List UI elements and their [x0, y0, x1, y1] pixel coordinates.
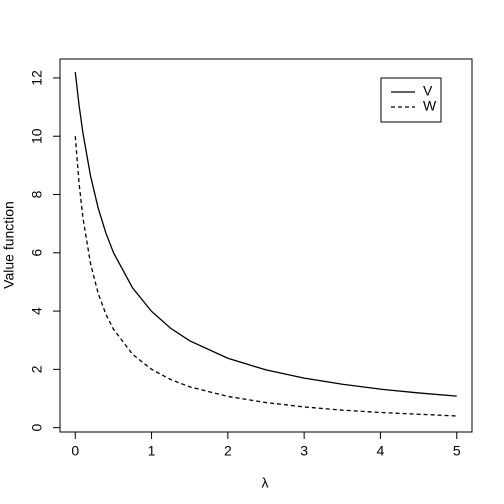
y-tick-label: 10 — [29, 128, 45, 144]
y-axis-label: Value function — [1, 201, 17, 289]
x-tick-label: 4 — [377, 443, 385, 459]
x-tick-label: 5 — [453, 443, 461, 459]
x-tick-label: 2 — [224, 443, 232, 459]
y-tick-label: 2 — [29, 365, 45, 373]
x-tick-label: 0 — [71, 443, 79, 459]
line-series — [74, 136, 457, 417]
y-tick-label: 0 — [29, 424, 45, 432]
line-series — [74, 72, 457, 397]
x-axis-label: λ — [262, 475, 269, 491]
x-tick-label: 3 — [300, 443, 308, 459]
y-tick-label: 12 — [29, 70, 45, 86]
legend-box — [380, 77, 442, 123]
legend-label: W — [423, 98, 437, 114]
x-tick-label: 1 — [148, 443, 156, 459]
y-tick-label: 8 — [29, 190, 45, 198]
legend-label: V — [423, 83, 433, 99]
y-tick-label: 6 — [29, 249, 45, 257]
y-tick-label: 4 — [29, 307, 45, 315]
